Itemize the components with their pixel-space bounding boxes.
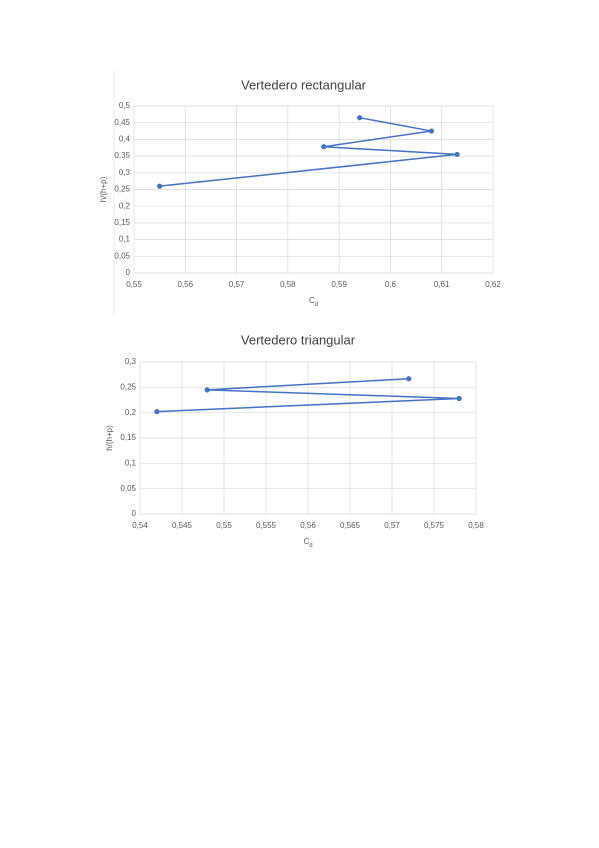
y-tick-label: 0,35 (114, 151, 130, 160)
y-tick-label: 0,05 (114, 251, 130, 260)
x-tick-label: 0,545 (172, 521, 193, 530)
y-tick-label: 0,25 (114, 185, 130, 194)
y-tick-label: 0,2 (119, 201, 131, 210)
data-point (154, 409, 160, 415)
chart-title: Vertedero rectangular (241, 77, 367, 92)
y-tick-label: 0 (132, 509, 137, 518)
x-tick-label: 0,59 (331, 280, 347, 289)
x-tick-label: 0,565 (340, 521, 361, 530)
y-tick-label: 0,15 (120, 433, 136, 442)
data-point (357, 115, 363, 121)
y-tick-label: 0,15 (114, 218, 130, 227)
y-tick-label: 0,25 (120, 382, 136, 391)
x-tick-label: 0,57 (384, 521, 400, 530)
y-tick-label: 0,5 (119, 101, 131, 110)
data-point (456, 395, 462, 402)
data-line (156, 377, 460, 413)
x-tick-label: 0,54 (132, 521, 148, 530)
x-axis-label: Cd (309, 296, 318, 307)
x-tick-label: 0,62 (485, 280, 501, 289)
y-axis-label: h/(h+p) (105, 425, 114, 451)
y-tick-label: 0,1 (119, 235, 131, 244)
x-tick-label: 0,555 (256, 521, 277, 530)
x-tick-label: 0,55 (216, 521, 232, 530)
data-point (204, 387, 210, 393)
x-axis-label-subscript: d (309, 543, 312, 549)
y-tick-label: 0,3 (119, 168, 131, 177)
y-axis-label: h/(h+p) (99, 176, 108, 202)
y-tick-label: 0,4 (119, 135, 131, 144)
x-axis-label-main: C (309, 296, 315, 305)
data-point (428, 128, 435, 134)
x-tick-label: 0,58 (280, 280, 296, 289)
x-axis-label: Cd (303, 537, 312, 548)
y-tick-label: 0,1 (125, 458, 137, 467)
y-tick-label: 0 (126, 268, 131, 277)
data-point (157, 183, 163, 189)
x-axis-label-subscript: d (315, 302, 318, 308)
data-point (321, 144, 327, 150)
data-point (454, 151, 460, 158)
x-tick-label: 0,575 (424, 521, 445, 530)
x-tick-label: 0,56 (177, 280, 193, 289)
x-tick-label: 0,6 (385, 280, 397, 289)
x-tick-label: 0,55 (126, 280, 142, 289)
chart-title: Vertedero triangular (241, 332, 356, 347)
y-tick-label: 0,45 (114, 118, 130, 127)
data-point (406, 376, 412, 382)
x-tick-label: 0,58 (468, 521, 484, 530)
x-tick-label: 0,57 (229, 280, 245, 289)
x-tick-label: 0,56 (300, 521, 316, 530)
x-axis-label-main: C (303, 537, 309, 546)
y-tick-label: 0,2 (125, 408, 137, 417)
y-tick-label: 0,05 (120, 484, 136, 493)
x-tick-label: 0,61 (434, 280, 450, 289)
y-tick-label: 0,3 (125, 357, 137, 366)
